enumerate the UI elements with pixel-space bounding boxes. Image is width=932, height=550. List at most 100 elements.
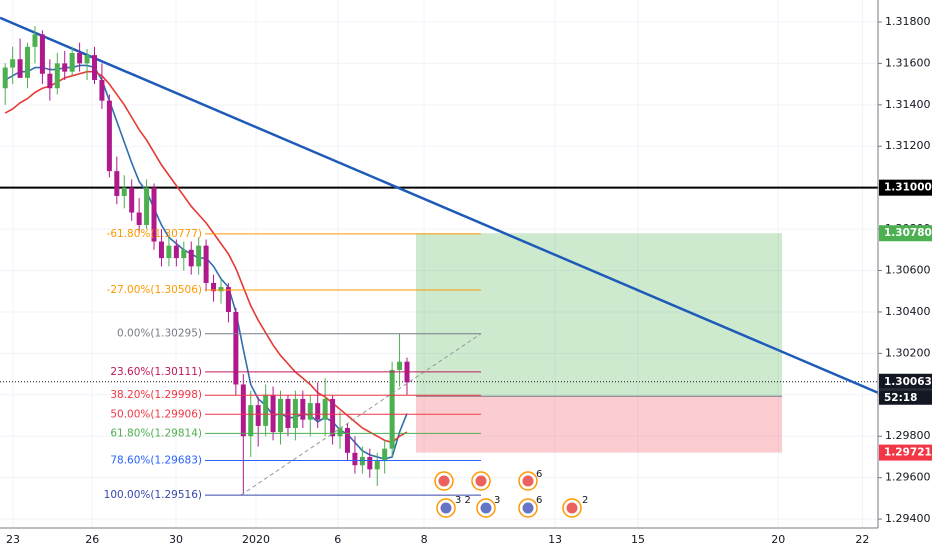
candle-body [47, 73, 53, 89]
candle-body [397, 361, 403, 370]
price-tag-label: 1.31000 [884, 182, 932, 194]
x-tick-label: 15 [631, 533, 645, 546]
candle-body [218, 287, 224, 292]
fib-label: -27.00%(1.30506) [107, 284, 202, 296]
candle-body [25, 46, 31, 78]
candle-body [84, 55, 90, 64]
candle-body [300, 398, 306, 420]
candle-body [330, 398, 336, 437]
candle-body [359, 456, 365, 466]
candle-body [367, 456, 373, 470]
stop-zone [415, 396, 783, 453]
event-flag [438, 475, 450, 487]
y-tick-label: 1.29800 [885, 429, 931, 442]
fib-label: 61.80%(1.29814) [110, 427, 202, 439]
event-flag [522, 502, 534, 514]
candle-body [203, 245, 209, 283]
moving-average [4, 70, 408, 444]
x-tick-label: 22 [855, 533, 869, 546]
candle-body [248, 405, 254, 437]
price-tag [879, 373, 932, 390]
candle-body [211, 282, 217, 292]
candle-body [285, 398, 291, 428]
candle-body [106, 100, 112, 172]
candle-body [344, 427, 350, 453]
fib-label: 23.60%(1.30111) [110, 366, 202, 378]
candle-body [114, 171, 120, 196]
candle-body [315, 403, 321, 420]
candle-body [39, 34, 45, 74]
candle-body [91, 55, 97, 80]
event-count: 6 [536, 495, 542, 506]
x-tick-label: 23 [6, 533, 20, 546]
candle-body [17, 59, 23, 78]
candle-body [77, 53, 83, 64]
candle-body [292, 398, 298, 428]
x-tick-label: 2020 [242, 533, 270, 546]
price-tag-label: 1.29721 [884, 447, 932, 459]
y-tick-label: 1.31800 [885, 15, 931, 28]
candle-body [337, 427, 343, 437]
candle-body [99, 79, 105, 101]
x-tick-label: 26 [85, 533, 99, 546]
candle-body [270, 394, 276, 433]
fib-label: 50.00%(1.29906) [110, 408, 202, 420]
countdown-box [879, 390, 932, 405]
candle-body [136, 212, 142, 225]
y-tick-label: 1.31200 [885, 139, 931, 152]
countdown: 52:18 [884, 392, 917, 404]
event-count: 3 [494, 495, 500, 506]
price-tag-label: 1.30063 [884, 376, 932, 388]
candle-body [54, 63, 60, 89]
price-tag [879, 179, 932, 196]
x-tick-label: 8 [421, 533, 428, 546]
event-count: 6 [536, 469, 542, 480]
event-flag [566, 502, 578, 514]
fib-label: 100.00%(1.29516) [104, 489, 202, 501]
y-tick-label: 1.30600 [885, 264, 931, 277]
candle-body [69, 53, 75, 72]
fib-trend [240, 333, 482, 496]
candle-body [62, 63, 68, 72]
candle-body [129, 187, 135, 213]
event-flag [440, 502, 452, 514]
event-count: 3 2 [455, 495, 471, 506]
candle-body [382, 448, 388, 462]
candle-body [144, 187, 150, 225]
y-tick-label: 1.30400 [885, 305, 931, 318]
y-tick-label: 1.29600 [885, 471, 931, 484]
price-tag-label: 1.30780 [884, 227, 932, 239]
y-tick-label: 1.30200 [885, 346, 931, 359]
event-flag [522, 475, 534, 487]
y-tick-label: 1.31600 [885, 56, 931, 69]
price-tag [879, 225, 932, 242]
candle-body [255, 405, 261, 426]
candle-body [352, 452, 358, 466]
candle-body [196, 245, 202, 267]
candle-body [263, 394, 269, 426]
event-flag [475, 475, 487, 487]
candle-body [374, 461, 380, 470]
y-tick-label: 1.29400 [885, 512, 931, 525]
candle-body [181, 249, 187, 259]
fib-label: 78.60%(1.29683) [110, 454, 202, 466]
candle-body [307, 403, 313, 420]
candle-body [158, 241, 164, 259]
fib-label: 0.00%(1.30295) [117, 328, 202, 340]
event-flag [480, 502, 492, 514]
candle-body [2, 67, 8, 89]
candle-body [240, 384, 246, 437]
x-tick-label: 30 [169, 533, 183, 546]
x-tick-label: 13 [548, 533, 562, 546]
fib-label: 38.20%(1.29998) [110, 389, 202, 401]
candle-body [173, 245, 179, 259]
candle-body [188, 249, 194, 267]
x-tick-label: 20 [771, 533, 785, 546]
candle-body [151, 187, 157, 242]
candle-body [166, 245, 172, 259]
candle-body [278, 398, 284, 433]
y-tick-label: 1.31400 [885, 98, 931, 111]
